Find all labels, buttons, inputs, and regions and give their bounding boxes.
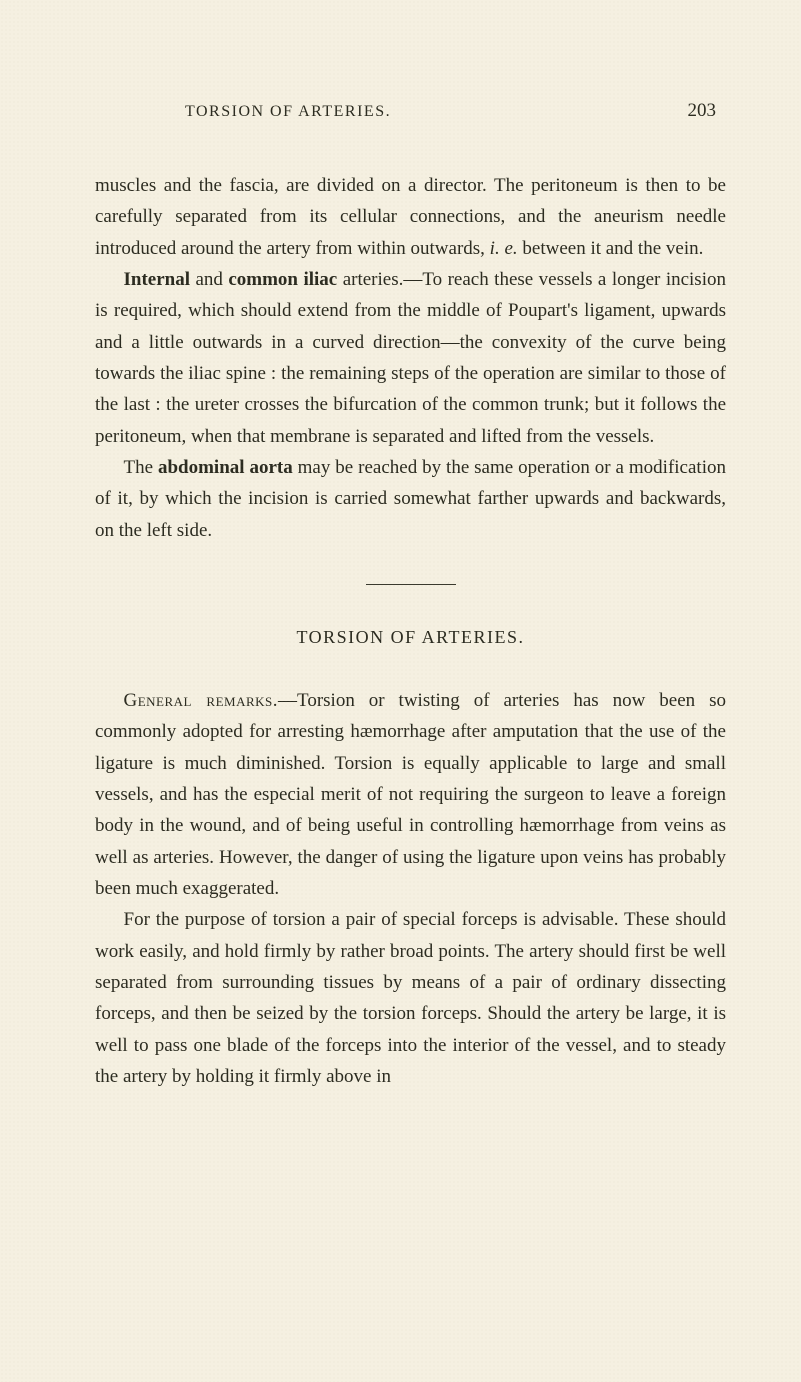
running-title: TORSION OF ARTERIES. [185, 103, 391, 121]
paragraph-3: The abdominal aorta may be reached by th… [95, 452, 726, 546]
bold-term-common-iliac: common iliac [228, 269, 337, 290]
body-text: muscles and the fascia, are divided on a… [95, 170, 726, 1092]
paragraph-5: For the purpose of torsion a pair of spe… [95, 904, 726, 1092]
paragraph-4: General remarks.—Torsion or twisting of … [95, 685, 726, 904]
page-number: 203 [688, 100, 717, 122]
section-divider-rule [366, 584, 456, 585]
small-caps-lead: General remarks. [124, 690, 279, 711]
page-header: TORSION OF ARTERIES. 203 [95, 100, 726, 122]
text-segment: between it and the vein. [518, 238, 704, 259]
paragraph-1: muscles and the fascia, are divided on a… [95, 170, 726, 264]
section-heading: TORSION OF ARTERIES. [95, 623, 726, 653]
paragraph-2: Internal and common iliac arteries.—To r… [95, 264, 726, 452]
text-segment: arteries.—To reach these vessels a longe… [95, 269, 726, 447]
text-segment: The [124, 457, 158, 478]
bold-term-abdominal-aorta: abdominal aorta [158, 457, 293, 478]
text-segment: and [190, 269, 228, 290]
text-segment: —Torsion or twisting of arteries has now… [95, 690, 726, 899]
italic-abbrev: i. e. [490, 238, 518, 259]
text-segment: For the purpose of torsion a pair of spe… [95, 909, 726, 1087]
bold-term-internal: Internal [124, 269, 191, 290]
